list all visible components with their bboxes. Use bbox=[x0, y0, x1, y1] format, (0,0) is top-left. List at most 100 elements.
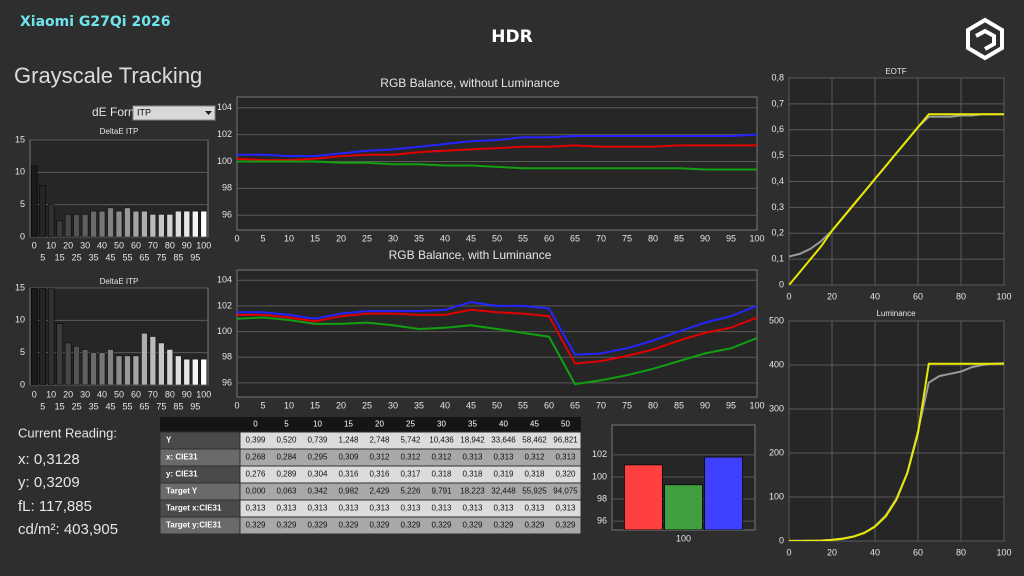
bar bbox=[166, 214, 174, 237]
column-header: 45 bbox=[530, 420, 539, 429]
x-tick-label: 35 bbox=[414, 233, 424, 243]
dropdown-value[interactable]: ITP bbox=[137, 107, 151, 117]
y-tick-label: 104 bbox=[217, 102, 232, 112]
x-tick-label: 35 bbox=[414, 400, 424, 410]
table-header-bg bbox=[160, 417, 581, 432]
plot-marks bbox=[31, 165, 207, 237]
y-tick-label: 15 bbox=[15, 134, 25, 144]
y-tick-label: 102 bbox=[217, 129, 232, 139]
x-tick-label: 20 bbox=[827, 547, 837, 557]
x-tick-label: 95 bbox=[190, 252, 200, 262]
row-label: Target x:CIE31 bbox=[166, 504, 222, 513]
table-cell: 0,318 bbox=[524, 470, 545, 479]
y-tick-label: 100 bbox=[592, 471, 607, 481]
x-tick-label: 35 bbox=[89, 252, 99, 262]
x-tick-label: 95 bbox=[190, 401, 200, 411]
x-tick-label: 50 bbox=[492, 400, 502, 410]
table-cell: 0,268 bbox=[245, 453, 266, 462]
x-tick-label: 10 bbox=[46, 389, 56, 399]
bar bbox=[200, 210, 207, 237]
x-tick-label: 5 bbox=[40, 252, 45, 262]
table-cell: 0,329 bbox=[369, 521, 390, 530]
y-tick-label: 98 bbox=[597, 493, 607, 503]
table-cell: 5,226 bbox=[400, 487, 421, 496]
series-line bbox=[237, 301, 757, 356]
x-tick-label: 20 bbox=[63, 389, 73, 399]
table-cell: 0,312 bbox=[524, 453, 545, 462]
x-tick-label: 45 bbox=[466, 400, 476, 410]
column-header: 40 bbox=[499, 420, 508, 429]
x-tick-label: 90 bbox=[182, 389, 192, 399]
chart-title: DeltaE ITP bbox=[100, 127, 139, 136]
x-tick-label: 40 bbox=[440, 233, 450, 243]
bar bbox=[175, 355, 182, 385]
bar bbox=[149, 214, 157, 237]
table-cell: 0,329 bbox=[338, 521, 359, 530]
table-cell: 0,313 bbox=[400, 504, 421, 513]
table-cell: 0,329 bbox=[493, 521, 514, 530]
x-tick-label: 85 bbox=[674, 400, 684, 410]
bar bbox=[90, 352, 97, 385]
x-tick-label: 10 bbox=[284, 233, 294, 243]
plot-marks bbox=[789, 362, 1004, 541]
y-tick-label: 98 bbox=[222, 183, 232, 193]
bar bbox=[141, 210, 148, 237]
bar bbox=[107, 349, 114, 385]
plot-marks bbox=[31, 288, 207, 385]
x-tick-label: 100 bbox=[196, 240, 211, 250]
y-tick-label: 0,6 bbox=[771, 124, 784, 134]
table-cell: 0,329 bbox=[307, 521, 328, 530]
bar bbox=[663, 484, 704, 530]
x-tick-label: 20 bbox=[336, 233, 346, 243]
table-cell: 0,313 bbox=[245, 504, 266, 513]
bar bbox=[73, 214, 80, 237]
reading-title: Current Reading: bbox=[18, 425, 117, 440]
y-tick-label: 10 bbox=[15, 315, 25, 325]
x-tick-label: 30 bbox=[388, 233, 398, 243]
y-tick-label: 96 bbox=[222, 377, 232, 387]
table-cell: 2,748 bbox=[369, 436, 390, 445]
x-tick-label: 70 bbox=[596, 400, 606, 410]
logo bbox=[966, 17, 1004, 61]
x-tick-label: 20 bbox=[827, 291, 837, 301]
formula-dropdown[interactable]: ITP bbox=[132, 105, 216, 121]
x-tick-label: 100 bbox=[676, 533, 691, 543]
chart: 96 98 100 102 100 bbox=[592, 424, 756, 543]
bar bbox=[107, 207, 114, 237]
y-tick-label: 0 bbox=[20, 379, 25, 389]
dropdown-box[interactable] bbox=[132, 105, 216, 121]
x-tick-label: 60 bbox=[131, 389, 141, 399]
row-label: Target y:CIE31 bbox=[166, 521, 222, 530]
bar bbox=[81, 349, 89, 385]
table-cell: 0,329 bbox=[245, 521, 266, 530]
table-cell: 0,313 bbox=[524, 504, 545, 513]
table-cell: 0,313 bbox=[462, 504, 483, 513]
bar bbox=[64, 342, 72, 385]
x-tick-label: 65 bbox=[570, 233, 580, 243]
y-tick-label: 15 bbox=[15, 282, 25, 292]
y-tick-label: 0,5 bbox=[771, 150, 784, 160]
row-bg bbox=[239, 516, 582, 535]
table-cell: 0,320 bbox=[555, 470, 576, 479]
x-tick-label: 40 bbox=[440, 400, 450, 410]
row-label: y: CIE31 bbox=[166, 470, 198, 479]
chart: RGB Balance, with Luminance9698100102104… bbox=[217, 248, 765, 410]
x-tick-label: 50 bbox=[114, 389, 124, 399]
x-tick-label: 0 bbox=[234, 400, 239, 410]
x-tick-label: 55 bbox=[518, 400, 528, 410]
y-tick-label: 102 bbox=[592, 449, 607, 459]
y-tick-label: 0 bbox=[20, 231, 25, 241]
bar bbox=[200, 358, 207, 385]
dropdown-arrow[interactable] bbox=[205, 111, 212, 115]
x-tick-label: 45 bbox=[106, 401, 116, 411]
bar bbox=[192, 358, 199, 385]
table-cell: 96,821 bbox=[553, 436, 578, 445]
plot-area bbox=[236, 269, 758, 398]
bar bbox=[56, 323, 63, 385]
bar bbox=[623, 464, 663, 530]
x-tick-label: 10 bbox=[284, 400, 294, 410]
device-name: Xiaomi G27Qi 2026 bbox=[20, 14, 170, 30]
page-title: Grayscale Tracking bbox=[14, 63, 202, 88]
bar bbox=[98, 352, 106, 385]
